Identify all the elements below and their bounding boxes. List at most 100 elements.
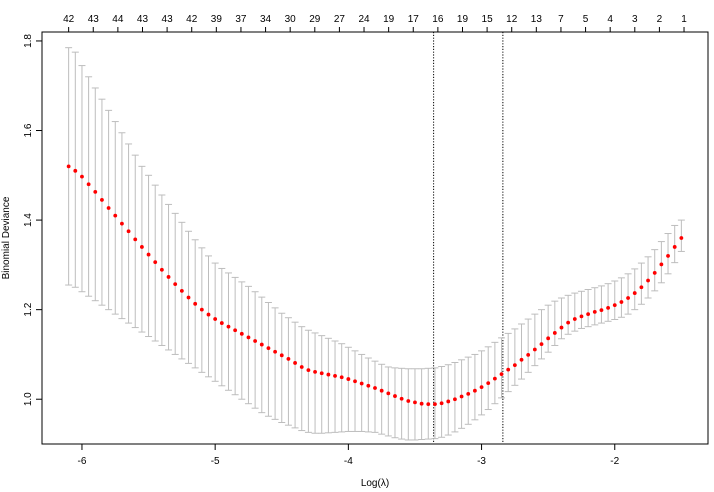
top-tick-label-14: 17 bbox=[408, 14, 420, 25]
errorbar-3 bbox=[85, 76, 93, 297]
point-21 bbox=[206, 312, 211, 317]
errorbar-88 bbox=[651, 249, 659, 292]
top-tick-label-8: 34 bbox=[260, 14, 272, 25]
errorbar-62 bbox=[478, 350, 486, 416]
errorbar-24 bbox=[224, 272, 232, 391]
errorbar-65 bbox=[498, 337, 506, 399]
point-75 bbox=[566, 320, 571, 325]
point-30 bbox=[266, 346, 271, 351]
errorbar-35 bbox=[298, 326, 306, 432]
errorbar-7 bbox=[111, 121, 119, 315]
point-12 bbox=[146, 252, 151, 257]
point-41 bbox=[339, 375, 344, 380]
point-3 bbox=[86, 182, 91, 187]
top-tick-label-20: 7 bbox=[558, 14, 564, 25]
point-50 bbox=[399, 396, 404, 401]
errorbar-46 bbox=[371, 360, 379, 433]
top-tick-label-9: 30 bbox=[285, 14, 297, 25]
point-1 bbox=[73, 168, 78, 173]
y-tick-label-0: 1.0 bbox=[23, 392, 34, 406]
point-37 bbox=[313, 370, 317, 374]
errorbar-64 bbox=[491, 341, 499, 405]
top-tick-label-17: 15 bbox=[482, 14, 494, 25]
errorbar-60 bbox=[464, 356, 472, 425]
top-tick-label-22: 4 bbox=[607, 14, 613, 25]
errorbar-5 bbox=[98, 98, 106, 306]
errorbar-6 bbox=[105, 109, 113, 311]
errorbar-47 bbox=[378, 363, 386, 435]
point-92 bbox=[679, 236, 684, 240]
top-tick-label-23: 3 bbox=[632, 14, 638, 25]
top-tick-label-0: 42 bbox=[63, 14, 75, 25]
point-19 bbox=[193, 301, 198, 306]
point-27 bbox=[246, 335, 251, 340]
x-tick-label-0: -6 bbox=[78, 456, 87, 467]
errorbar-58 bbox=[451, 361, 459, 433]
errorbar-32 bbox=[278, 312, 286, 424]
y-axis: 1.0 1.2 1.4 1.6 1.8 bbox=[23, 34, 43, 406]
point-23 bbox=[219, 321, 224, 325]
point-4 bbox=[93, 189, 98, 194]
errorbar-92 bbox=[677, 219, 685, 252]
errorbar-23 bbox=[218, 267, 226, 387]
errorbar-84 bbox=[624, 273, 632, 315]
point-78 bbox=[586, 312, 591, 317]
point-13 bbox=[153, 260, 158, 265]
top-tick-label-1: 43 bbox=[88, 14, 100, 25]
y-tick-label-4: 1.8 bbox=[23, 34, 34, 48]
point-83 bbox=[619, 300, 624, 304]
point-17 bbox=[179, 288, 184, 293]
errorbar-66 bbox=[504, 332, 512, 393]
top-tick-label-12: 24 bbox=[358, 14, 370, 25]
point-49 bbox=[393, 394, 397, 398]
point-40 bbox=[333, 374, 337, 378]
point-58 bbox=[453, 397, 457, 402]
top-tick-label-25: 1 bbox=[681, 14, 687, 25]
point-71 bbox=[539, 342, 544, 347]
top-tick-label-18: 12 bbox=[506, 14, 518, 25]
top-tick-label-4: 43 bbox=[162, 14, 174, 25]
point-81 bbox=[606, 305, 610, 310]
point-63 bbox=[486, 381, 491, 385]
point-31 bbox=[273, 349, 277, 354]
errorbar-30 bbox=[264, 301, 272, 417]
errorbar-85 bbox=[631, 268, 639, 311]
point-48 bbox=[386, 391, 391, 396]
errorbar-80 bbox=[597, 285, 605, 324]
errorbar-31 bbox=[271, 307, 279, 420]
point-54 bbox=[426, 402, 431, 407]
top-tick-label-24: 2 bbox=[657, 14, 663, 25]
errorbar-8 bbox=[118, 132, 126, 320]
errorbar-33 bbox=[284, 317, 292, 426]
point-11 bbox=[140, 245, 144, 249]
point-59 bbox=[459, 394, 464, 399]
errorbar-22 bbox=[211, 262, 219, 382]
errorbar-61 bbox=[471, 353, 479, 421]
errorbar-79 bbox=[591, 287, 599, 326]
point-84 bbox=[626, 296, 630, 300]
point-18 bbox=[186, 295, 191, 300]
errorbar-42 bbox=[344, 346, 352, 432]
point-85 bbox=[632, 291, 637, 295]
errorbar-71 bbox=[538, 309, 545, 360]
point-34 bbox=[293, 361, 297, 365]
point-89 bbox=[659, 262, 664, 267]
errorbar-40 bbox=[331, 340, 339, 433]
top-tick-label-11: 27 bbox=[334, 14, 346, 25]
errorbar-78 bbox=[584, 289, 592, 328]
x-tick-label-4: -2 bbox=[610, 456, 619, 467]
point-88 bbox=[652, 271, 657, 275]
point-67 bbox=[512, 363, 517, 368]
mean-deviance-points bbox=[66, 164, 684, 407]
errorbar-25 bbox=[231, 276, 239, 396]
x-tick-label-1: -5 bbox=[211, 456, 220, 467]
point-29 bbox=[259, 342, 264, 347]
point-91 bbox=[672, 245, 677, 249]
point-53 bbox=[419, 401, 424, 406]
errorbar-50 bbox=[398, 367, 406, 440]
errorbar-83 bbox=[617, 277, 625, 318]
x-axis: -6 -5 -4 -3 -2 bbox=[78, 443, 620, 467]
top-tick-label-7: 37 bbox=[235, 14, 247, 25]
x-tick-label-3: -3 bbox=[477, 456, 486, 467]
